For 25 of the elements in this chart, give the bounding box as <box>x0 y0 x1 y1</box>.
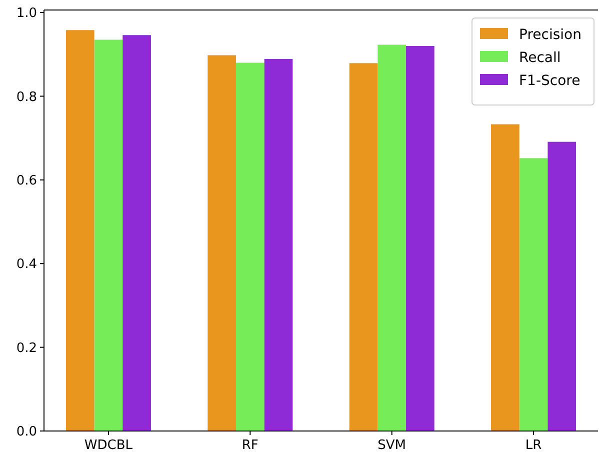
bar <box>491 124 520 431</box>
bar <box>236 62 264 431</box>
bar <box>208 55 236 431</box>
bar <box>519 158 548 431</box>
y-tick-label: 0.6 <box>16 173 37 188</box>
x-tick-label: RF <box>242 438 258 453</box>
bar <box>406 46 434 431</box>
legend-label: F1-Score <box>519 72 580 89</box>
x-tick-label: SVM <box>378 438 406 453</box>
y-tick-label: 0.4 <box>16 257 37 272</box>
legend-label: Precision <box>519 26 582 43</box>
bar <box>122 35 151 431</box>
y-tick-label: 0.8 <box>16 90 37 105</box>
x-tick-label: LR <box>525 438 542 453</box>
bar <box>94 40 123 431</box>
y-tick-label: 0.0 <box>16 424 37 440</box>
bar <box>264 58 293 431</box>
y-tick-label: 0.2 <box>16 340 37 356</box>
bar <box>349 63 378 431</box>
bar <box>548 142 576 431</box>
y-tick-label: 1.0 <box>16 6 37 22</box>
legend-label: Recall <box>519 50 561 66</box>
bar <box>378 44 406 431</box>
x-tick-label: WDCBL <box>84 438 134 453</box>
bar <box>66 30 94 431</box>
